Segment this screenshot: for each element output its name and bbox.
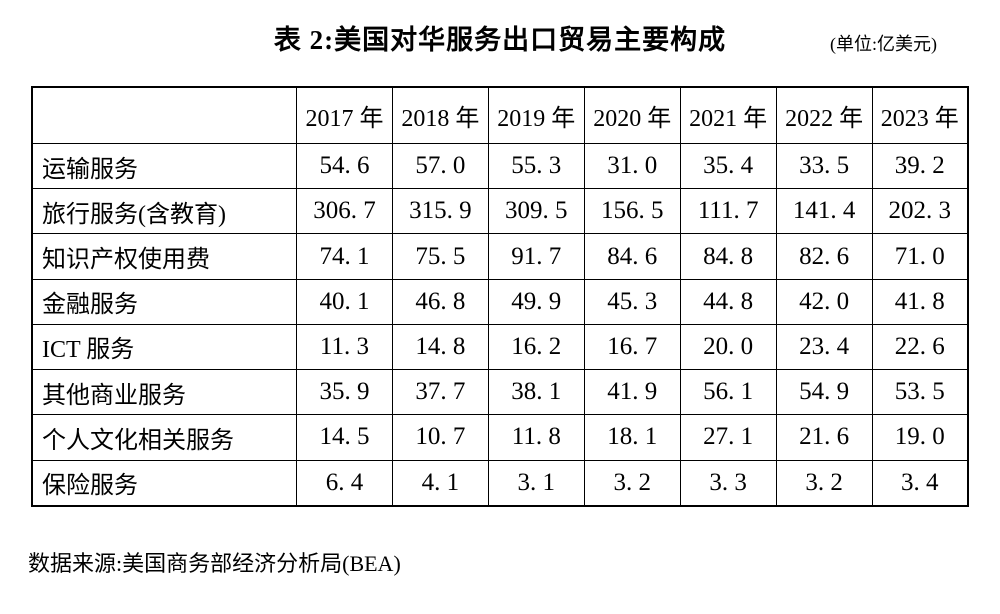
value-cell: 3. 1 [487,459,585,507]
table-row: 运输服务 54. 6 57. 0 55. 3 31. 0 35. 4 33. 5 39. 2 [31,142,969,190]
year-header-cell: 2021 年 [679,86,777,144]
value-cell: 56. 1 [679,369,777,416]
value-cell: 3. 2 [583,459,681,507]
value-cell: 82. 6 [775,233,873,280]
unit-note: (单位:亿美元) [830,34,937,54]
row-label-cell: 其他商业服务 [31,369,297,416]
row-label-cell: 个人文化相关服务 [31,414,297,461]
value-cell: 3. 3 [679,459,777,507]
value-cell: 156. 5 [583,188,681,235]
table-row: 保险服务 6. 4 4. 1 3. 1 3. 2 3. 3 3. 2 3. 4 [31,459,969,507]
value-cell: 37. 7 [391,369,489,416]
value-cell: 14. 8 [391,323,489,371]
value-cell: 84. 8 [679,233,777,280]
header-row: 2017 年 2018 年 2019 年 2020 年 2021 年 2022 年 2023… [31,86,969,144]
value-cell: 309. 5 [487,188,585,235]
year-header-cell: 2020 年 [583,86,681,144]
year-header-cell: 2022 年 [775,86,873,144]
year-header-cell: 2017 年 [296,86,393,144]
value-cell: 27. 1 [679,414,777,461]
value-cell: 84. 6 [583,233,681,280]
value-cell: 202. 3 [871,188,969,235]
table-caption: 表 2:美国对华服务出口贸易主要构成 (单位:亿美元) [0,18,1000,62]
value-cell: 53. 5 [871,369,969,416]
value-cell: 74. 1 [296,233,393,280]
table-row: 知识产权使用费 74. 1 75. 5 91. 7 84. 6 84. 8 82. 6 71.… [31,233,969,280]
value-cell: 16. 2 [487,323,585,371]
table-title: 表 2:美国对华服务出口贸易主要构成 [273,25,727,55]
table-row: 金融服务 40. 1 46. 8 49. 9 45. 3 44. 8 42. 0 41. 8 [31,278,969,325]
row-label-cell: 运输服务 [31,142,297,190]
year-header-cell: 2018 年 [391,86,489,144]
value-cell: 19. 0 [871,414,969,461]
value-cell: 3. 2 [775,459,873,507]
row-label-cell: 旅行服务(含教育) [31,188,297,235]
value-cell: 33. 5 [775,142,873,190]
value-cell: 49. 9 [487,278,585,325]
corner-cell [31,86,297,144]
value-cell: 306. 7 [296,188,393,235]
value-cell: 42. 0 [775,278,873,325]
value-cell: 45. 3 [583,278,681,325]
value-cell: 14. 5 [296,414,393,461]
value-cell: 55. 3 [487,142,585,190]
value-cell: 315. 9 [391,188,489,235]
trade-composition-table: 2017 年 2018 年 2019 年 2020 年 2021 年 2022 年 2023… [31,86,969,507]
value-cell: 71. 0 [871,233,969,280]
value-cell: 41. 8 [871,278,969,325]
value-cell: 46. 8 [391,278,489,325]
data-source-note: 数据来源:美国商务部经济分析局(BEA) [28,551,401,576]
year-header-cell: 2023 年 [871,86,969,144]
value-cell: 41. 9 [583,369,681,416]
value-cell: 40. 1 [296,278,393,325]
row-label-cell: 保险服务 [31,459,297,507]
value-cell: 3. 4 [871,459,969,507]
value-cell: 91. 7 [487,233,585,280]
value-cell: 44. 8 [679,278,777,325]
value-cell: 31. 0 [583,142,681,190]
value-cell: 22. 6 [871,323,969,371]
year-header-cell: 2019 年 [487,86,585,144]
value-cell: 57. 0 [391,142,489,190]
row-label-cell: 金融服务 [31,278,297,325]
value-cell: 54. 9 [775,369,873,416]
table-row: 其他商业服务 35. 9 37. 7 38. 1 41. 9 56. 1 54. 9 53. … [31,369,969,416]
value-cell: 54. 6 [296,142,393,190]
value-cell: 20. 0 [679,323,777,371]
value-cell: 23. 4 [775,323,873,371]
value-cell: 16. 7 [583,323,681,371]
value-cell: 10. 7 [391,414,489,461]
row-label-cell: 知识产权使用费 [31,233,297,280]
table-row: ICT 服务 11. 3 14. 8 16. 2 16. 7 20. 0 23. 4 22. … [31,323,969,371]
value-cell: 21. 6 [775,414,873,461]
value-cell: 38. 1 [487,369,585,416]
value-cell: 111. 7 [679,188,777,235]
table-row: 个人文化相关服务 14. 5 10. 7 11. 8 18. 1 27. 1 21. 6 19… [31,414,969,461]
value-cell: 18. 1 [583,414,681,461]
row-label-cell: ICT 服务 [31,323,297,371]
value-cell: 141. 4 [775,188,873,235]
value-cell: 35. 9 [296,369,393,416]
value-cell: 11. 8 [487,414,585,461]
value-cell: 4. 1 [391,459,489,507]
value-cell: 11. 3 [296,323,393,371]
value-cell: 6. 4 [296,459,393,507]
table-header: 2017 年 2018 年 2019 年 2020 年 2021 年 2022 年 2023… [31,86,969,144]
value-cell: 39. 2 [871,142,969,190]
value-cell: 75. 5 [391,233,489,280]
value-cell: 35. 4 [679,142,777,190]
